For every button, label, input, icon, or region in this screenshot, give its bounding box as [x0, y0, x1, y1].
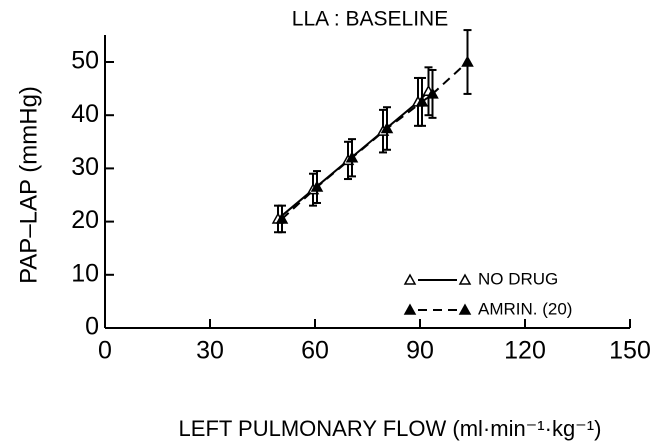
chart-title: LLA : BASELINE: [292, 8, 448, 31]
y-axis-label: PAP–LAP (mmHg): [15, 86, 42, 284]
data-point: [310, 180, 324, 192]
data-point: [415, 95, 429, 107]
x-axis-label: LEFT PULMONARY FLOW (ml·min⁻¹·kg⁻¹): [179, 416, 602, 441]
x-tick-label: 60: [301, 337, 329, 365]
data-point: [426, 87, 439, 99]
y-tick-label: 30: [71, 153, 99, 181]
y-tick-label: 40: [71, 100, 99, 128]
data-point: [275, 212, 289, 224]
y-tick-label: 0: [85, 313, 99, 341]
legend-marker: [458, 303, 472, 315]
legend-marker: [458, 273, 472, 285]
legend-label: NO DRUG: [478, 269, 558, 288]
data-point: [380, 121, 394, 134]
x-tick-label: 120: [504, 337, 546, 365]
y-tick-label: 50: [71, 47, 99, 75]
data-point: [345, 151, 359, 163]
legend-marker: [403, 303, 417, 315]
x-tick-label: 90: [406, 337, 434, 365]
y-tick-label: 10: [71, 259, 99, 287]
x-tick-label: 0: [98, 337, 112, 365]
x-tick-label: 30: [196, 337, 224, 365]
legend-marker: [403, 273, 417, 285]
data-point: [461, 55, 474, 67]
x-tick-label: 150: [609, 337, 651, 365]
series-line: [281, 61, 469, 220]
y-tick-label: 20: [71, 206, 99, 234]
legend-label: AMRIN. (20): [478, 299, 572, 318]
